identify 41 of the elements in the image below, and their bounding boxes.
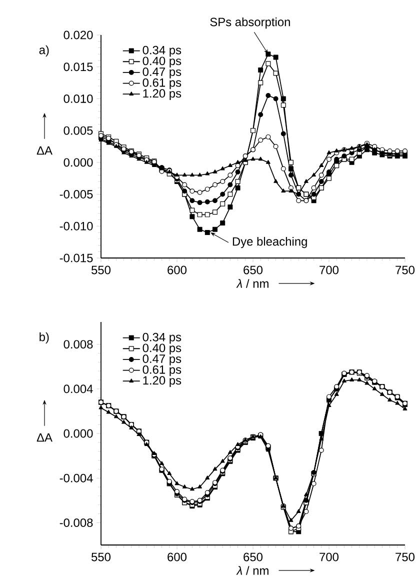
y-tick-label: 0.015 [64, 62, 93, 72]
legend-label: 0.47 ps [142, 68, 182, 78]
legend-label: 0.47 ps [142, 354, 182, 366]
y-tick-label: 0.004 [64, 384, 93, 394]
x-tick-label: 750 [396, 266, 415, 274]
legend-label: 1.20 ps [143, 376, 182, 388]
legend-label: 0.40 ps [142, 56, 182, 68]
x-tick-label: 750 [396, 552, 415, 562]
annotation: SPs absorption [210, 17, 290, 29]
x-tick-label: 650 [244, 552, 263, 562]
x-tick-label: 600 [168, 266, 187, 274]
y-tick-label: 0.008 [64, 340, 93, 349]
y-tick-label: 0.020 [64, 30, 93, 40]
x-tick-label: 650 [244, 266, 263, 274]
x-tick-label: 700 [320, 266, 339, 274]
text: a) [39, 45, 49, 57]
y-axis-title: ΔA [36, 433, 52, 442]
legend-label: 0.40 ps [142, 344, 182, 355]
y-tick-label: -0.008 [60, 518, 93, 527]
x-axis-title: λ / nm [236, 566, 268, 575]
x-tick-label: 700 [320, 552, 339, 562]
y-tick-label: 0.000 [64, 429, 93, 438]
legend-label: 0.61 ps [142, 365, 182, 376]
x-tick-label: 550 [92, 266, 111, 274]
x-axis-title: λ / nm [236, 279, 268, 288]
y-tick-label: -0.005 [60, 190, 93, 199]
x-tick-label: 550 [92, 552, 111, 562]
y-tick-label: 0.005 [64, 126, 93, 135]
y-tick-label: 0.010 [64, 94, 93, 103]
annotation: Dye bleaching [232, 236, 307, 248]
legend-label: 1.20 ps [143, 89, 182, 100]
legend-label: 0.61 ps [142, 78, 182, 90]
legend-label: 0.34 ps [142, 332, 182, 344]
y-tick-label: -0.015 [60, 254, 93, 262]
text: b) [40, 332, 49, 344]
legend-label: 0.34 ps [142, 46, 182, 57]
y-tick-label: -0.010 [60, 222, 93, 230]
x-tick-label: 600 [168, 552, 187, 562]
y-axis-title: ΔA [36, 146, 52, 155]
y-tick-label: 0.000 [64, 158, 93, 167]
y-tick-label: -0.004 [60, 474, 93, 482]
